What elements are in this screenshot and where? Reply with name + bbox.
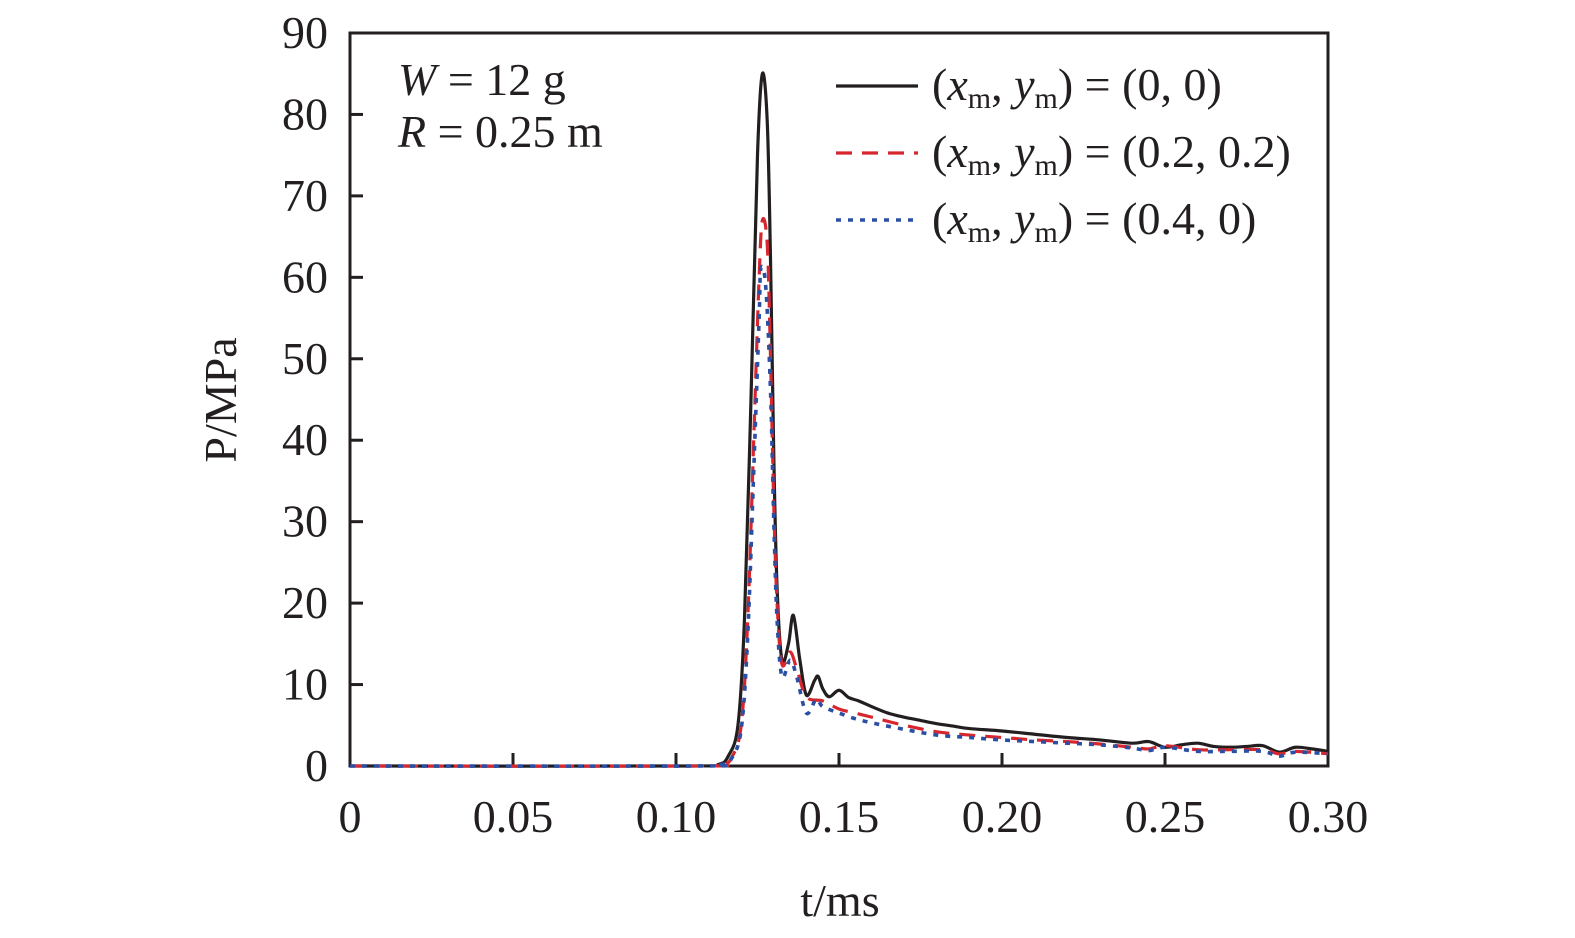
legend-label-3: (xm, ym) = (0.4, 0) (932, 193, 1256, 249)
series-line-2 (349, 217, 1329, 768)
legend: (xm, ym) = (0, 0) (xm, ym) = (0.2, 0.2) (x… (836, 59, 1291, 249)
y-tick-label: 80 (282, 88, 328, 139)
y-tick-label: 90 (282, 7, 328, 58)
annotation-1: W = 12 g (398, 54, 566, 105)
y-tick-label: 20 (282, 577, 328, 628)
x-tick-label: 0.15 (799, 791, 880, 842)
annotations: W = 12 gR = 0.25 m (397, 54, 603, 157)
x-tick-label: 0.20 (962, 791, 1043, 842)
series-line-1 (349, 71, 1329, 768)
x-tick-label: 0.05 (473, 791, 554, 842)
legend-label-2: (xm, ym) = (0.2, 0.2) (932, 126, 1291, 182)
axes: 0 0.05 0.10 0.15 0.20 0.25 0.30 0 10 20 30 40 50 60 70… (282, 7, 1368, 842)
x-tick-label: 0.30 (1288, 791, 1369, 842)
y-tick-label: 50 (282, 333, 328, 384)
x-axis-label: t/ms (800, 875, 879, 926)
y-tick-label: 60 (282, 251, 328, 302)
legend-label-1: (xm, ym) = (0, 0) (932, 59, 1222, 115)
y-axis-label: P/MPa (195, 337, 246, 462)
y-tick-label: 40 (282, 414, 328, 465)
y-tick-label: 10 (282, 659, 328, 710)
y-tick-label: 70 (282, 170, 328, 221)
y-tick-label: 30 (282, 496, 328, 547)
x-tick-label: 0.10 (636, 791, 717, 842)
series-lines (349, 71, 1329, 768)
x-tick-label: 0 (339, 791, 362, 842)
annotation-2: R = 0.25 m (397, 106, 603, 157)
x-tick-label: 0.25 (1125, 791, 1206, 842)
series-line-3 (349, 264, 1329, 768)
y-tick-label: 0 (305, 740, 328, 791)
